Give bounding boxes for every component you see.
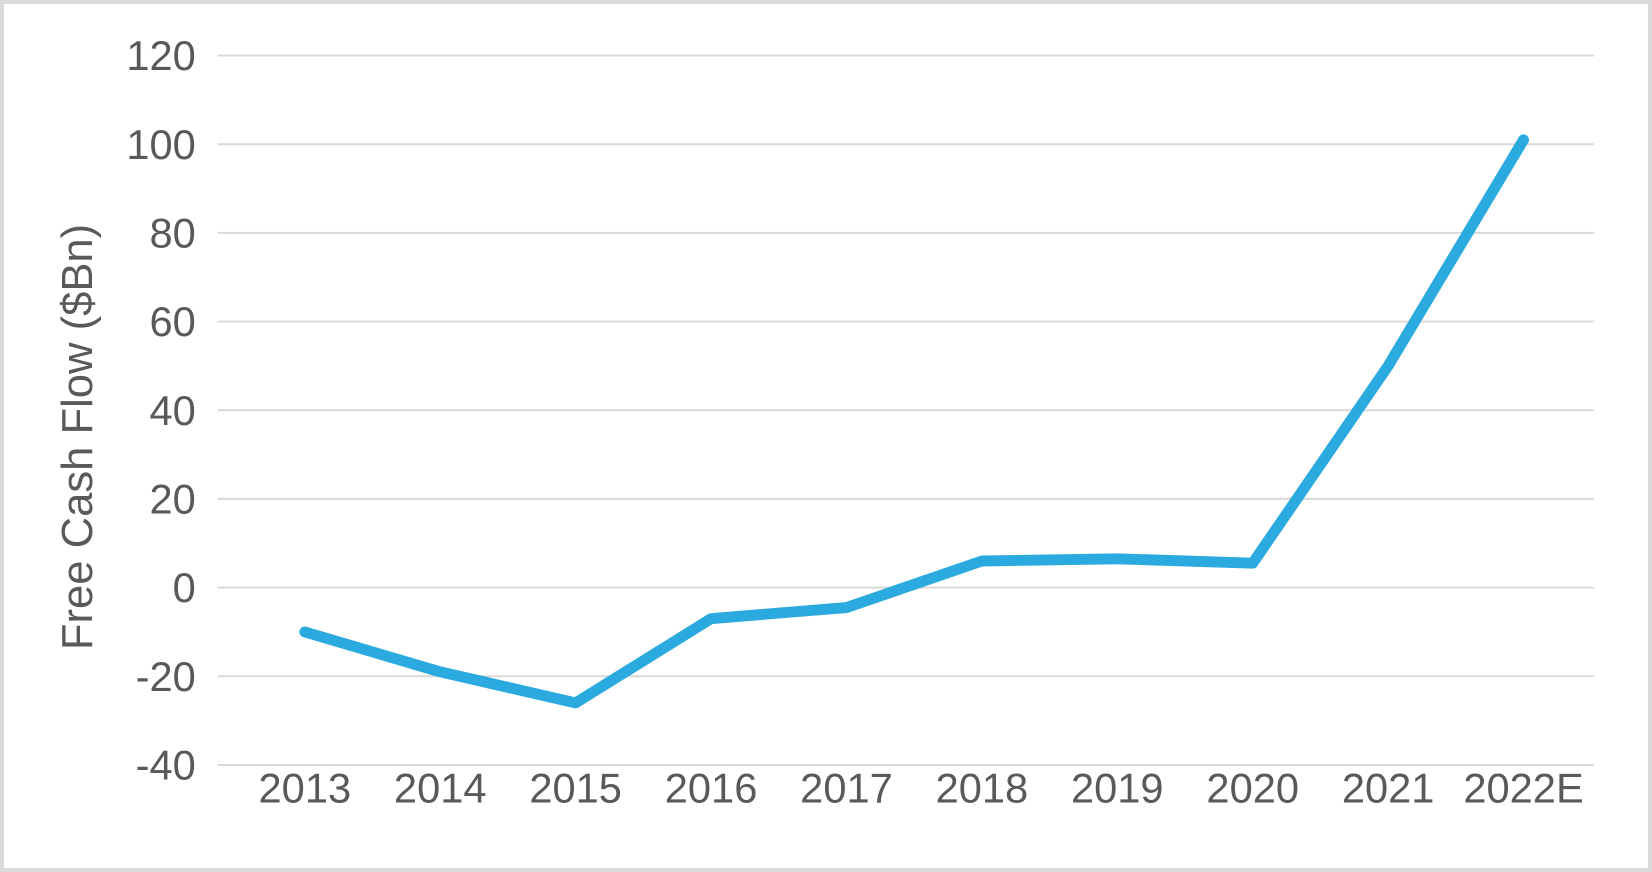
y-tick-label-60: 60	[150, 298, 196, 345]
y-tick-label-120: 120	[126, 32, 195, 79]
x-tick-label-2015: 2015	[529, 765, 622, 812]
x-tick-label-2016: 2016	[665, 765, 758, 812]
x-tick-label-2013: 2013	[259, 765, 352, 812]
x-tick-label-2020: 2020	[1206, 765, 1299, 812]
x-tick-label-2022E: 2022E	[1463, 765, 1583, 812]
y-tick-label-40: 40	[150, 387, 196, 434]
y-tick-label--40: -40	[136, 742, 196, 789]
y-tick-labels-group: 120 100 80 60 40 20 0 -20 -40	[126, 32, 195, 788]
y-tick-label-20: 20	[150, 475, 196, 522]
gridlines-group	[217, 54, 1594, 766]
y-tick-label--20: -20	[136, 653, 196, 700]
x-tick-label-2014: 2014	[394, 765, 487, 812]
y-axis-title: Free Cash Flow ($Bn)	[54, 224, 102, 650]
x-tick-label-2017: 2017	[800, 765, 893, 812]
x-tick-label-2018: 2018	[936, 765, 1029, 812]
x-tick-label-2021: 2021	[1342, 765, 1435, 812]
y-tick-label-100: 100	[126, 121, 195, 168]
x-tick-label-2019: 2019	[1071, 765, 1164, 812]
y-tick-label-80: 80	[150, 209, 196, 256]
y-tick-label-0: 0	[173, 564, 196, 611]
fcf-series-line	[299, 134, 1529, 709]
x-tick-labels-group: 2013 2014 2015 2016 2017 2018 2019 2020 2021 2022…	[259, 765, 1584, 812]
